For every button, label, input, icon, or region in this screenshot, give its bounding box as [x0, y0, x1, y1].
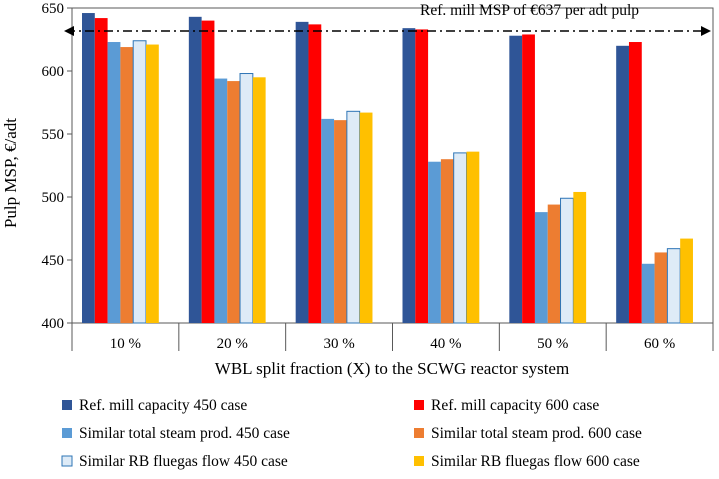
y-tick-label: 600	[42, 64, 65, 80]
bar	[82, 13, 95, 323]
bar	[415, 29, 429, 323]
legend-label: Similar total steam prod. 600 case	[431, 425, 642, 442]
bar	[359, 112, 373, 323]
legend-swatch	[414, 428, 424, 438]
bar	[346, 110, 361, 324]
x-tick-label: 50 %	[537, 336, 568, 352]
legend-swatch	[62, 400, 72, 410]
y-axis: 400 450 500 550 600 650	[42, 1, 72, 332]
bar	[321, 118, 335, 323]
legend: Ref. mill capacity 450 case Ref. mill cap…	[61, 397, 642, 470]
x-tick-label: 10 %	[110, 336, 141, 352]
legend-label: Similar total steam prod. 450 case	[79, 425, 290, 442]
bar	[239, 73, 254, 324]
y-tick-label: 550	[42, 127, 65, 143]
bar	[227, 81, 241, 323]
bar	[132, 40, 147, 324]
reference-line-label: Ref. mill MSP of €637 per adt pulp	[420, 2, 639, 19]
bar	[201, 20, 215, 323]
legend-label: Ref. mill capacity 600 case	[431, 397, 599, 414]
y-tick-label: 400	[42, 316, 65, 332]
bar	[214, 78, 228, 323]
bar	[666, 248, 681, 324]
bar	[120, 47, 134, 324]
legend-label: Ref. mill capacity 450 case	[79, 397, 247, 414]
bar	[440, 159, 454, 323]
x-tick-label: 60 %	[644, 336, 675, 352]
bar	[295, 21, 309, 324]
bar	[107, 42, 121, 324]
arrow-right-icon	[701, 26, 711, 36]
bar	[641, 263, 655, 323]
y-tick-label: 450	[42, 253, 65, 269]
bar	[654, 252, 668, 323]
x-tick-label: 20 %	[217, 336, 248, 352]
bar	[402, 28, 416, 323]
bar	[534, 212, 548, 323]
bar	[628, 42, 642, 324]
bar	[522, 34, 535, 324]
y-axis-title: Pulp MSP, €/adt	[1, 118, 20, 228]
x-tick-label: 40 %	[430, 336, 461, 352]
bar	[547, 204, 561, 323]
bar	[509, 35, 523, 323]
legend-swatch	[62, 428, 72, 438]
bar	[680, 238, 693, 323]
y-tick-label: 500	[42, 190, 65, 206]
y-tick-label: 650	[42, 1, 65, 17]
bar	[94, 18, 108, 324]
legend-swatch	[61, 455, 73, 467]
legend-label: Similar RB fluegas flow 450 case	[79, 453, 288, 470]
bar	[453, 152, 468, 324]
legend-label: Similar RB fluegas flow 600 case	[431, 453, 640, 470]
legend-swatch	[414, 456, 424, 466]
bar	[616, 45, 629, 324]
bar	[428, 161, 441, 323]
bar	[560, 197, 574, 324]
bar	[573, 191, 587, 323]
bar	[188, 16, 202, 323]
x-axis-title: WBL split fraction (X) to the SCWG react…	[215, 359, 569, 378]
legend-swatch	[414, 400, 424, 410]
reference-line	[64, 26, 711, 36]
bar	[146, 44, 159, 323]
x-tick-label: 30 %	[323, 336, 354, 352]
x-axis: 10 % 20 % 30 % 40 % 50 % 60 %	[71, 323, 714, 352]
bar	[308, 24, 322, 323]
arrow-left-icon	[64, 26, 74, 36]
bar	[334, 120, 347, 323]
bar	[252, 77, 266, 323]
bars-group	[82, 13, 693, 324]
bar	[466, 151, 480, 323]
